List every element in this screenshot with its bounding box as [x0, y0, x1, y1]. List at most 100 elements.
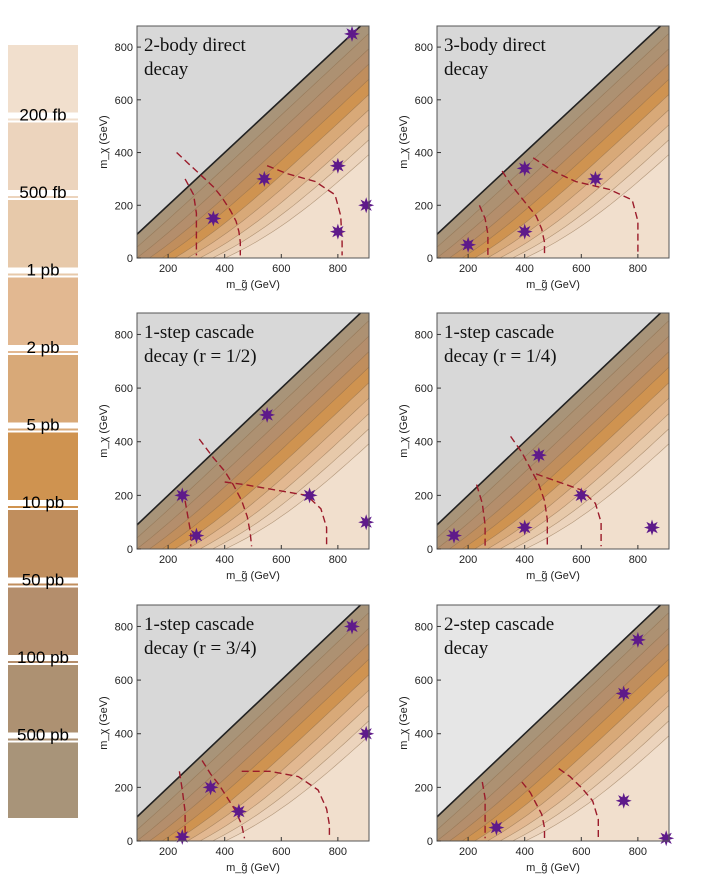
y-tick-label: 800	[415, 329, 433, 341]
x-tick-label: 600	[272, 846, 290, 858]
benchmark-star	[573, 487, 590, 504]
x-tick-label: 400	[216, 846, 234, 858]
y-tick-label: 400	[115, 148, 133, 160]
contour-panel: 200 400 600 800 0 200 400 600 800 m_g̃ (GeV) m_χ (…	[98, 312, 375, 582]
kinematic-boundary	[437, 313, 662, 526]
x-tick-label: 200	[159, 846, 177, 858]
legend-divider	[8, 190, 78, 196]
y-tick-label: 800	[115, 42, 133, 54]
panel-title: decay	[444, 638, 489, 659]
legend-label: 1 pb	[26, 261, 59, 280]
x-tick-label: 800	[629, 554, 647, 566]
x-tick-label: 800	[629, 263, 647, 275]
plot-area	[137, 26, 369, 258]
benchmark-star	[358, 197, 375, 214]
y-tick-label: 200	[415, 490, 433, 502]
benchmark-star	[256, 170, 273, 187]
legend-divider	[8, 655, 78, 661]
plot-area	[137, 605, 369, 841]
x-tick-label: 200	[459, 846, 477, 858]
x-tick-label: 200	[159, 554, 177, 566]
panel-title: 1-step cascade	[444, 322, 554, 343]
plot-area	[437, 26, 669, 258]
benchmark-star	[329, 223, 346, 240]
y-tick-label: 200	[415, 200, 433, 212]
y-tick-label: 400	[115, 729, 133, 741]
contour-panel: 200 400 600 800 0 200 400 600 800 m_g̃ (GeV) m_χ (…	[98, 604, 375, 874]
benchmark-star	[344, 25, 360, 42]
dashed-contour	[198, 438, 253, 547]
y-tick-label: 200	[415, 782, 433, 794]
benchmark-star	[358, 725, 375, 742]
legend-swatch	[8, 122, 78, 198]
legend-divider	[8, 500, 78, 506]
y-tick-label: 600	[415, 95, 433, 107]
legend-swatch	[8, 587, 78, 663]
x-tick-label: 200	[159, 263, 177, 275]
legend-divider	[8, 732, 78, 739]
y-tick-label: 0	[127, 544, 133, 556]
x-axis-label: m_g̃ (GeV)	[226, 862, 280, 874]
legend-label: 500 fb	[19, 183, 66, 202]
panel-title: decay	[444, 59, 489, 80]
y-axis-label: m_χ (GeV)	[398, 404, 410, 457]
legend-label: 100 pb	[17, 648, 69, 667]
dashed-contour	[478, 205, 489, 256]
x-tick-label: 200	[459, 263, 477, 275]
y-tick-label: 600	[115, 95, 133, 107]
kinematic-boundary	[137, 605, 362, 818]
x-axis-label: m_g̃ (GeV)	[526, 862, 580, 874]
benchmark-star	[615, 792, 632, 809]
legend-label: 50 pb	[22, 571, 65, 590]
dashed-contour	[510, 435, 548, 547]
benchmark-star	[344, 618, 360, 635]
x-tick-label: 800	[329, 846, 347, 858]
x-tick-label: 600	[572, 263, 590, 275]
excluded-region	[437, 313, 669, 525]
excluded-region	[137, 313, 369, 525]
y-tick-label: 600	[115, 675, 133, 687]
kinematic-boundary	[137, 313, 362, 526]
legend-label: 5 pb	[26, 416, 59, 435]
plot-frame	[436, 604, 670, 842]
legend-divider	[8, 112, 78, 119]
excluded-region	[437, 605, 669, 817]
benchmark-star	[587, 170, 604, 187]
dashed-contour	[184, 500, 192, 547]
kinematic-boundary	[137, 26, 362, 235]
x-tick-label: 800	[329, 263, 347, 275]
dashed-contour	[481, 781, 486, 839]
legend-swatch	[8, 355, 78, 431]
benchmark-star	[516, 519, 533, 536]
dashed-contour	[521, 781, 546, 839]
x-tick-label: 400	[216, 263, 234, 275]
benchmark-star	[202, 779, 219, 796]
y-tick-label: 0	[127, 836, 133, 848]
panel-title: decay	[144, 59, 189, 80]
y-tick-label: 0	[427, 836, 433, 848]
panel-title: 2-step cascade	[444, 614, 554, 635]
legend-swatch	[8, 742, 78, 818]
benchmark-star	[516, 160, 533, 177]
panel-title: 1-step cascade	[144, 614, 254, 635]
legend-swatch	[8, 510, 78, 586]
y-tick-label: 800	[415, 621, 433, 633]
legend-label: 200 fb	[19, 106, 66, 125]
dashed-contour	[501, 170, 546, 256]
y-tick-label: 400	[415, 437, 433, 449]
contour-panel: 200 400 600 800 0 200 400 600 800 m_g̃ (GeV) m_χ (…	[398, 25, 670, 291]
dashed-contour	[176, 151, 241, 256]
dashed-contour	[266, 165, 343, 256]
y-tick-label: 800	[415, 42, 433, 54]
panel-title: decay (r = 1/4)	[444, 346, 557, 367]
legend-label: 10 pb	[22, 493, 65, 512]
benchmark-star	[329, 157, 346, 174]
benchmark-star	[301, 487, 318, 504]
x-axis-label: m_g̃ (GeV)	[226, 279, 280, 291]
x-tick-label: 400	[216, 554, 234, 566]
y-tick-label: 400	[415, 148, 433, 160]
benchmark-star	[174, 487, 191, 504]
benchmark-star	[629, 631, 646, 648]
x-tick-label: 400	[516, 846, 534, 858]
cross-section-legend: 200 fb 500 fb 1 pb 2 pb 5 pb 10 pb 50 pb 100 pb…	[8, 45, 78, 818]
